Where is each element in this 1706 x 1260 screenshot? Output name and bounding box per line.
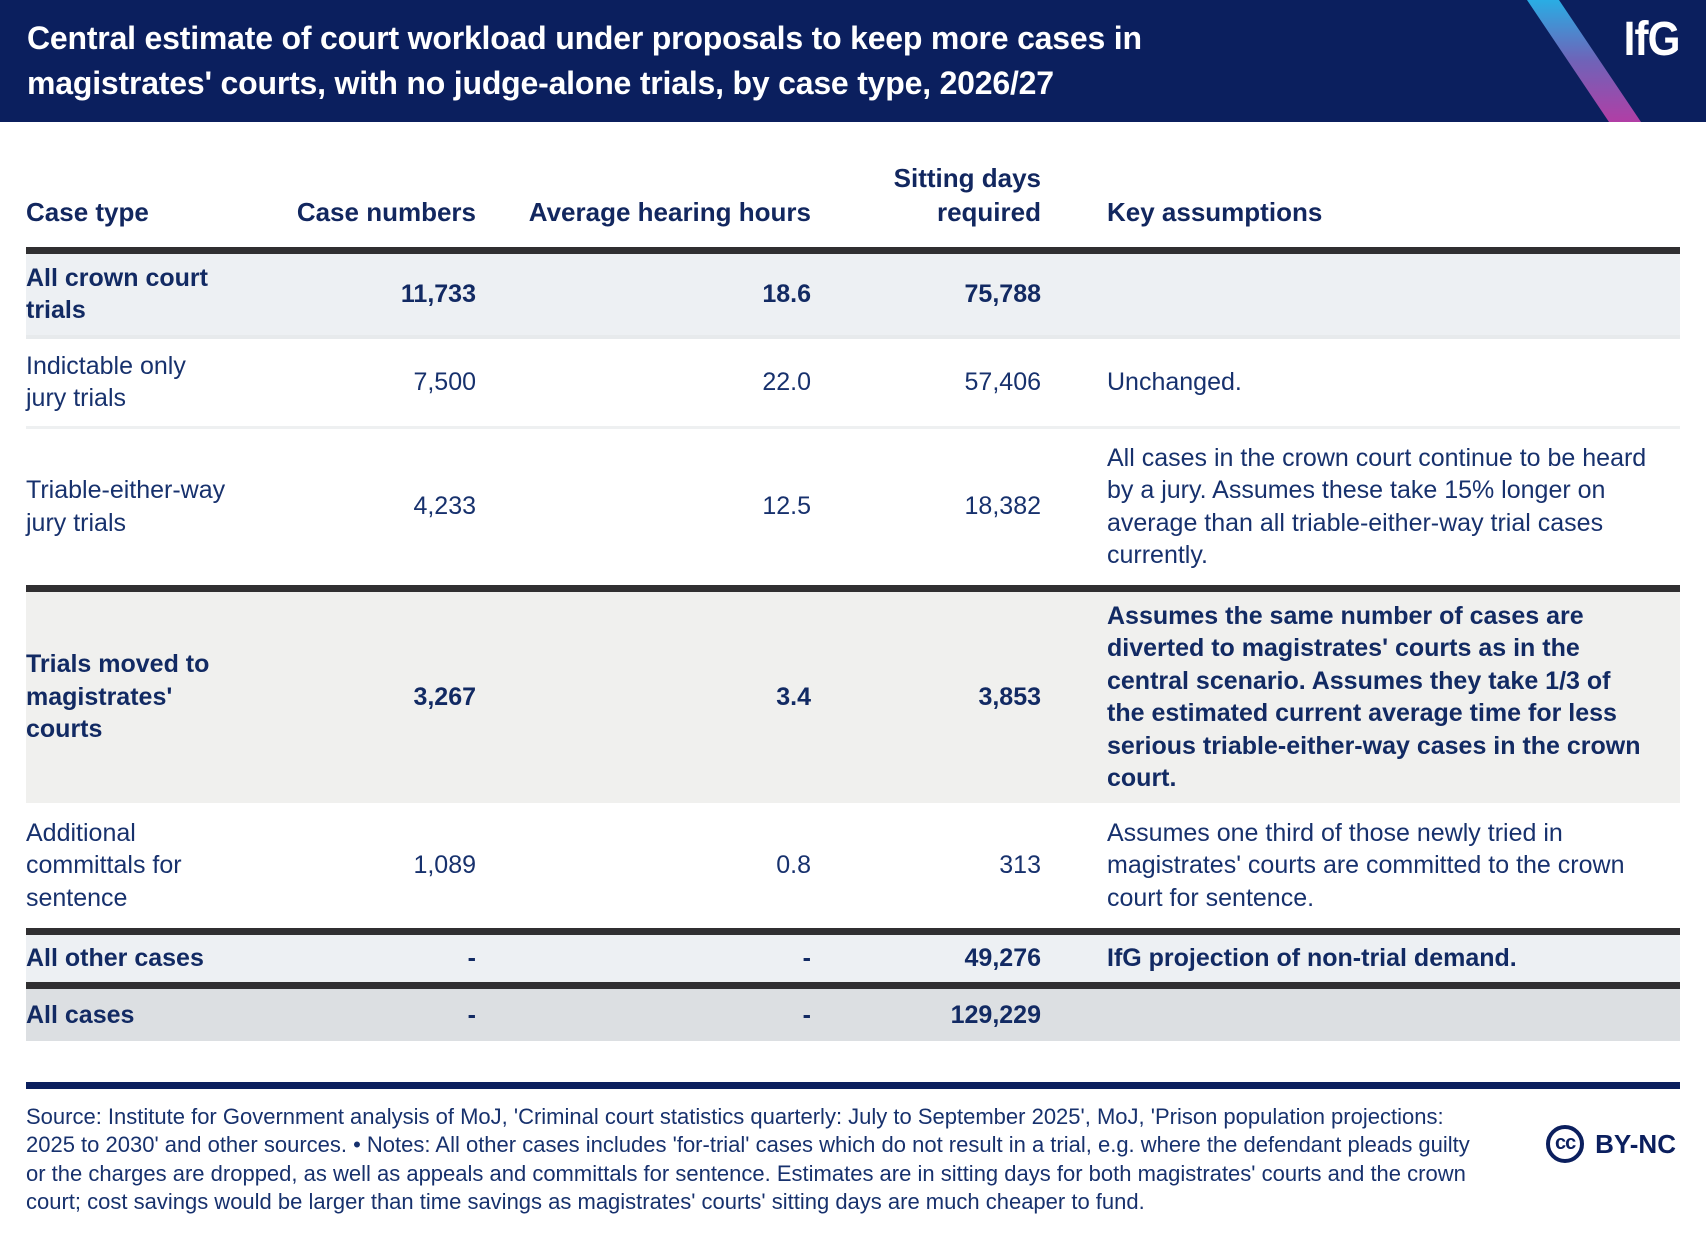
title-banner: Central estimate of court workload under…	[0, 0, 1706, 122]
cell-key-assumptions: Assumes the same number of cases are div…	[1041, 588, 1680, 803]
cell-case-numbers: 3,267	[226, 588, 476, 803]
cell-case-numbers: 7,500	[413, 367, 476, 396]
table-row: Indictable only jury trials 7,500 22.0 5…	[26, 337, 1680, 428]
table-row: All cases - - 129,229	[26, 985, 1680, 1042]
footer-divider	[26, 1082, 1680, 1090]
cell-case-numbers: 4,233	[413, 492, 476, 521]
cell-average-hours: 0.8	[776, 851, 811, 880]
court-workload-table: Case type Case numbers Average hearing h…	[26, 122, 1680, 1042]
footer: Source: Institute for Government analysi…	[26, 1103, 1680, 1217]
cell-case-type: Trials moved to magistrates' courts	[26, 588, 226, 803]
cell-case-type: All cases	[26, 985, 226, 1042]
table-row: All other cases - - 49,276 IfG projectio…	[26, 931, 1680, 986]
cell-sitting-days: 18,382	[964, 492, 1041, 521]
column-header-row: Case type Case numbers Average hearing h…	[26, 122, 1680, 251]
table-row: All crown court trials 11,733 18.6 75,78…	[26, 250, 1680, 337]
column-header-sitting-days: Sitting days required	[893, 163, 1041, 227]
cell-sitting-days: 313	[999, 851, 1041, 880]
cell-sitting-days: 3,853	[811, 588, 1041, 803]
ifg-logo: IfG	[1623, 13, 1681, 66]
cell-key-assumptions: All cases in the crown court continue to…	[1107, 443, 1647, 570]
cell-average-hours: 18.6	[476, 250, 811, 337]
cell-sitting-days: 129,229	[811, 985, 1041, 1042]
cell-average-hours: 3.4	[476, 588, 811, 803]
cell-case-type: All other cases	[26, 931, 226, 986]
cell-sitting-days: 57,406	[964, 367, 1041, 396]
table-row: Additional committals for sentence 1,089…	[26, 803, 1680, 932]
cell-case-numbers: -	[226, 985, 476, 1042]
page-title: Central estimate of court workload under…	[27, 20, 1142, 101]
cell-case-numbers: -	[226, 931, 476, 986]
license-label: BY-NC	[1595, 1128, 1676, 1159]
cell-sitting-days: 75,788	[811, 250, 1041, 337]
table-row: Triable-either-way jury trials 4,233 12.…	[26, 427, 1680, 589]
cell-average-hours: -	[476, 985, 811, 1042]
cell-key-assumptions: Unchanged.	[1107, 367, 1242, 396]
cell-key-assumptions: IfG projection of non-trial demand.	[1041, 931, 1680, 986]
table-row: Trials moved to magistrates' courts 3,26…	[26, 588, 1680, 803]
cell-key-assumptions	[1041, 985, 1680, 1042]
cell-average-hours: -	[476, 931, 811, 986]
cell-average-hours: 22.0	[762, 367, 811, 396]
cell-case-numbers: 11,733	[226, 250, 476, 337]
cell-case-type: All crown court trials	[26, 250, 226, 337]
cell-key-assumptions	[1041, 250, 1680, 337]
column-header-case-type: Case type	[26, 196, 149, 227]
cell-key-assumptions: Assumes one third of those newly tried i…	[1107, 818, 1625, 912]
source-notes-text: Source: Institute for Government analysi…	[26, 1104, 1470, 1215]
column-header-case-numbers: Case numbers	[296, 196, 476, 227]
brand-stripe	[1527, 0, 1641, 122]
creative-commons-icon: cc	[1546, 1125, 1585, 1164]
cell-case-type: Additional committals for sentence	[26, 818, 182, 912]
cell-case-type: Indictable only jury trials	[26, 351, 186, 413]
license-badge: cc BY-NC	[1546, 1125, 1676, 1164]
cell-sitting-days: 49,276	[811, 931, 1041, 986]
column-header-average-hours: Average hearing hours	[528, 196, 811, 227]
cell-average-hours: 12.5	[762, 492, 811, 521]
cell-case-numbers: 1,089	[413, 851, 476, 880]
cell-case-type: Triable-either-way jury trials	[26, 476, 226, 537]
column-header-key-assumptions: Key assumptions	[1107, 196, 1323, 227]
